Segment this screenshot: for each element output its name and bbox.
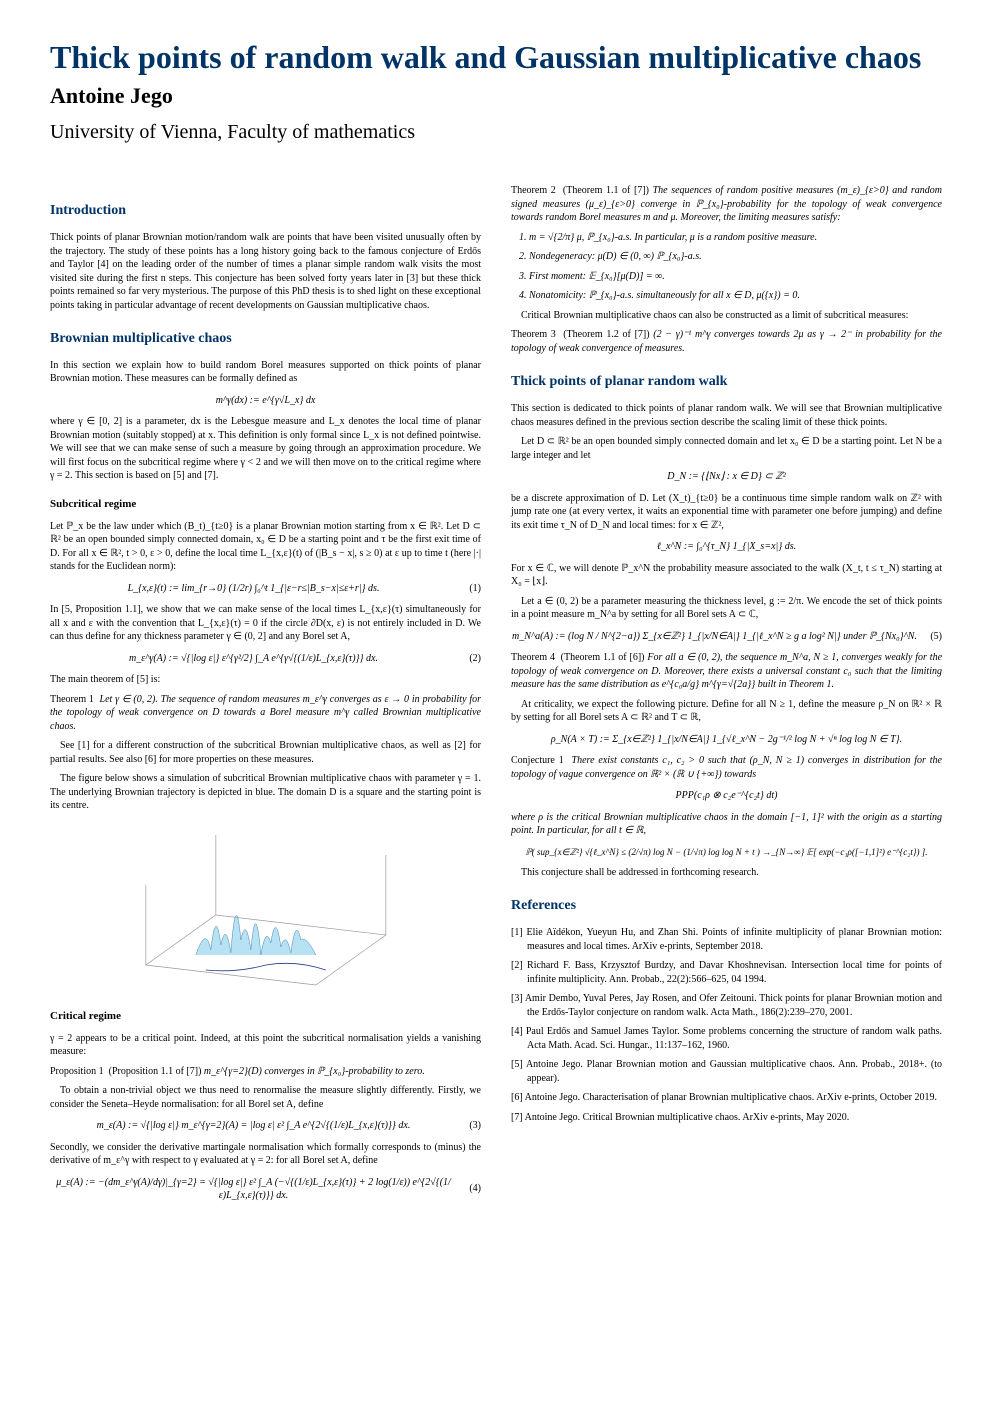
sub-heading: Subcritical regime	[50, 497, 481, 512]
conj1-label: Conjecture 1	[511, 755, 564, 766]
sub-p2: In [5, Proposition 1.1], we show that we…	[50, 603, 481, 644]
thm3-label: Theorem 3	[511, 329, 556, 340]
crit-heading: Critical regime	[50, 1009, 481, 1024]
thick-p1: This section is dedicated to thick point…	[511, 402, 942, 429]
thick-p5: Let a ∈ (0, 2) be a parameter measuring …	[511, 595, 942, 622]
ref-5: [5] Antoine Jego. Planar Brownian motion…	[511, 1058, 942, 1085]
thick-f2: ℓ_x^N := ∫₀^{τ_N} 1_{|X_s=x|} ds.	[511, 540, 942, 554]
crit-p3: Secondly, we consider the derivative mar…	[50, 1141, 481, 1168]
thick-p7: where ρ is the critical Brownian multipl…	[511, 811, 942, 838]
conj1: Conjecture 1 There exist constants c₁, c…	[511, 754, 942, 781]
simulation-figure	[50, 825, 481, 995]
left-column: Introduction Thick points of planar Brow…	[50, 184, 481, 1210]
ref-4: [4] Paul Erdős and Samuel James Taylor. …	[511, 1025, 942, 1052]
thm1-label: Theorem 1	[50, 694, 94, 705]
page-title: Thick points of random walk and Gaussian…	[50, 40, 942, 75]
sub-p3: The main theorem of [5] is:	[50, 673, 481, 687]
crit-f1-num: (3)	[457, 1119, 481, 1133]
two-column-layout: Introduction Thick points of planar Brow…	[50, 184, 942, 1210]
thick-p3: be a discrete approximation of D. Let (X…	[511, 492, 942, 533]
ref-7: [7] Antoine Jego. Critical Brownian mult…	[511, 1111, 942, 1125]
sub-f2-body: m_ε^γ(A) := √{|log ε|} ε^{γ²/2} ∫_A e^{γ…	[50, 652, 457, 666]
ref-1: [1] Elie Aïdékon, Yueyun Hu, and Zhan Sh…	[511, 926, 942, 953]
author-name: Antoine Jego	[50, 83, 942, 109]
right-column: Theorem 2 (Theorem 1.1 of [7]) The seque…	[511, 184, 942, 1210]
conj1-body: There exist constants c₁, c₂ > 0 such th…	[511, 755, 942, 780]
sub-f1-body: L_{x,ε}(t) := lim_{r→0} (1/2r) ∫₀^t 1_{|…	[50, 582, 457, 596]
affiliation-text: University of Vienna, Faculty of mathema…	[50, 121, 942, 144]
thick-p8: This conjecture shall be addressed in fo…	[511, 866, 942, 880]
thick-f1: D_N := {⌊Nx⌋ : x ∈ D} ⊂ ℤ²	[511, 470, 942, 484]
thm2-item2: 2. Nondegeneracy: μ(D) ∈ (0, ∞) ℙ_{x₀}-a…	[511, 250, 942, 264]
thick-p2: Let D ⊂ ℝ² be an open bounded simply con…	[511, 435, 942, 462]
crit-f2-body: μ_ε(A) := −(dm_ε^γ(A)/dγ)|_{γ=2} = √{|lo…	[50, 1176, 457, 1203]
sub-p5: The figure below shows a simulation of s…	[50, 772, 481, 813]
thick-f6: ℙ( sup_{x∈ℤ²} √{ℓ_x^N} ≤ (2/√π) log N − …	[511, 846, 942, 858]
thm2: Theorem 2 (Theorem 1.1 of [7]) The seque…	[511, 184, 942, 225]
thick-p4: For x ∈ ℂ, we will denote ℙ_x^N the prob…	[511, 562, 942, 589]
thm2-item3: 3. First moment: 𝔼_{x₀}[μ(D)] = ∞.	[511, 270, 942, 284]
sub-f1-num: (1)	[457, 582, 481, 596]
thm3-cite: (Theorem 1.2 of [7])	[563, 329, 649, 340]
bmc-p1: In this section we explain how to build …	[50, 359, 481, 386]
crit-formula2: μ_ε(A) := −(dm_ε^γ(A)/dγ)|_{γ=2} = √{|lo…	[50, 1176, 481, 1203]
crit-formula1: m_ε(A) := √{|log ε|} m_ε^{γ=2}(A) = |log…	[50, 1119, 481, 1133]
thm1-body: Let γ ∈ (0, 2). The sequence of random m…	[50, 694, 481, 732]
thick-f3-num: (5)	[918, 630, 942, 644]
crit-f2-num: (4)	[457, 1182, 481, 1196]
intro-heading: Introduction	[50, 202, 481, 221]
prop1-label: Proposition 1	[50, 1066, 104, 1077]
refs-heading: References	[511, 897, 942, 916]
bmc-p2: where γ ∈ [0, 2] is a parameter, dx is t…	[50, 415, 481, 483]
sub-formula2: m_ε^γ(A) := √{|log ε|} ε^{γ²/2} ∫_A e^{γ…	[50, 652, 481, 666]
bmc-formula1: m^γ(dx) := e^{γ√L_x} dx	[50, 394, 481, 408]
sub-thm1: Theorem 1 Let γ ∈ (0, 2). The sequence o…	[50, 693, 481, 734]
thm2-item4: 4. Nonatomicity: ℙ_{x₀}-a.s. simultaneou…	[511, 289, 942, 303]
thm2-label: Theorem 2	[511, 185, 556, 196]
crit-f1-body: m_ε(A) := √{|log ε|} m_ε^{γ=2}(A) = |log…	[50, 1119, 457, 1133]
thick-p6: At criticality, we expect the following …	[511, 698, 942, 725]
thm2-item1: 1. m = √{2/π} μ, ℙ_{x₀}-a.s. In particul…	[511, 231, 942, 245]
ref-3: [3] Amir Dembo, Yuval Peres, Jay Rosen, …	[511, 992, 942, 1019]
sub-formula1: L_{x,ε}(t) := lim_{r→0} (1/2r) ∫₀^t 1_{|…	[50, 582, 481, 596]
thick-f4: ρ_N(A × T) := Σ_{x∈ℤ²} 1_{|x/N∈A|} 1_{√ℓ…	[511, 733, 942, 747]
ref-6: [6] Antoine Jego. Characterisation of pl…	[511, 1091, 942, 1105]
thick-f5: PPP(c₁ρ ⊗ c₂e⁻^{c₂t} dt)	[511, 789, 942, 803]
ref-2: [2] Richard F. Bass, Krzysztof Burdzy, a…	[511, 959, 942, 986]
crit-p1: γ = 2 appears to be a critical point. In…	[50, 1032, 481, 1059]
sub-p4: See [1] for a different construction of …	[50, 739, 481, 766]
thm4-label: Theorem 4	[511, 652, 555, 663]
crit-p2: To obtain a non-trivial object we thus n…	[50, 1084, 481, 1111]
sub-p1: Let ℙ_x be the law under which (B_t)_{t≥…	[50, 520, 481, 574]
thick-heading: Thick points of planar random walk	[511, 373, 942, 392]
bmc-heading: Brownian multiplicative chaos	[50, 330, 481, 349]
prop1-body: m_ε^{γ=2}(D) converges in ℙ_{x₀}-probabi…	[204, 1066, 425, 1077]
crit-prop1: Proposition 1 (Proposition 1.1 of [7]) m…	[50, 1065, 481, 1079]
thick-f3: m_N^a(A) := (log N / N^{2−a}) Σ_{x∈ℤ²} 1…	[511, 630, 942, 644]
thick-f3-body: m_N^a(A) := (log N / N^{2−a}) Σ_{x∈ℤ²} 1…	[511, 630, 918, 644]
thm4: Theorem 4 (Theorem 1.1 of [6]) For all a…	[511, 651, 942, 692]
thm2-cite: (Theorem 1.1 of [7])	[563, 185, 649, 196]
prop1-cite: (Proposition 1.1 of [7])	[109, 1066, 202, 1077]
col2-p1: Critical Brownian multiplicative chaos c…	[511, 309, 942, 323]
sub-f2-num: (2)	[457, 652, 481, 666]
intro-p1: Thick points of planar Brownian motion/r…	[50, 231, 481, 312]
thm3: Theorem 3 (Theorem 1.2 of [7]) (2 − γ)⁻¹…	[511, 328, 942, 355]
thm4-cite: (Theorem 1.1 of [6])	[561, 652, 645, 663]
